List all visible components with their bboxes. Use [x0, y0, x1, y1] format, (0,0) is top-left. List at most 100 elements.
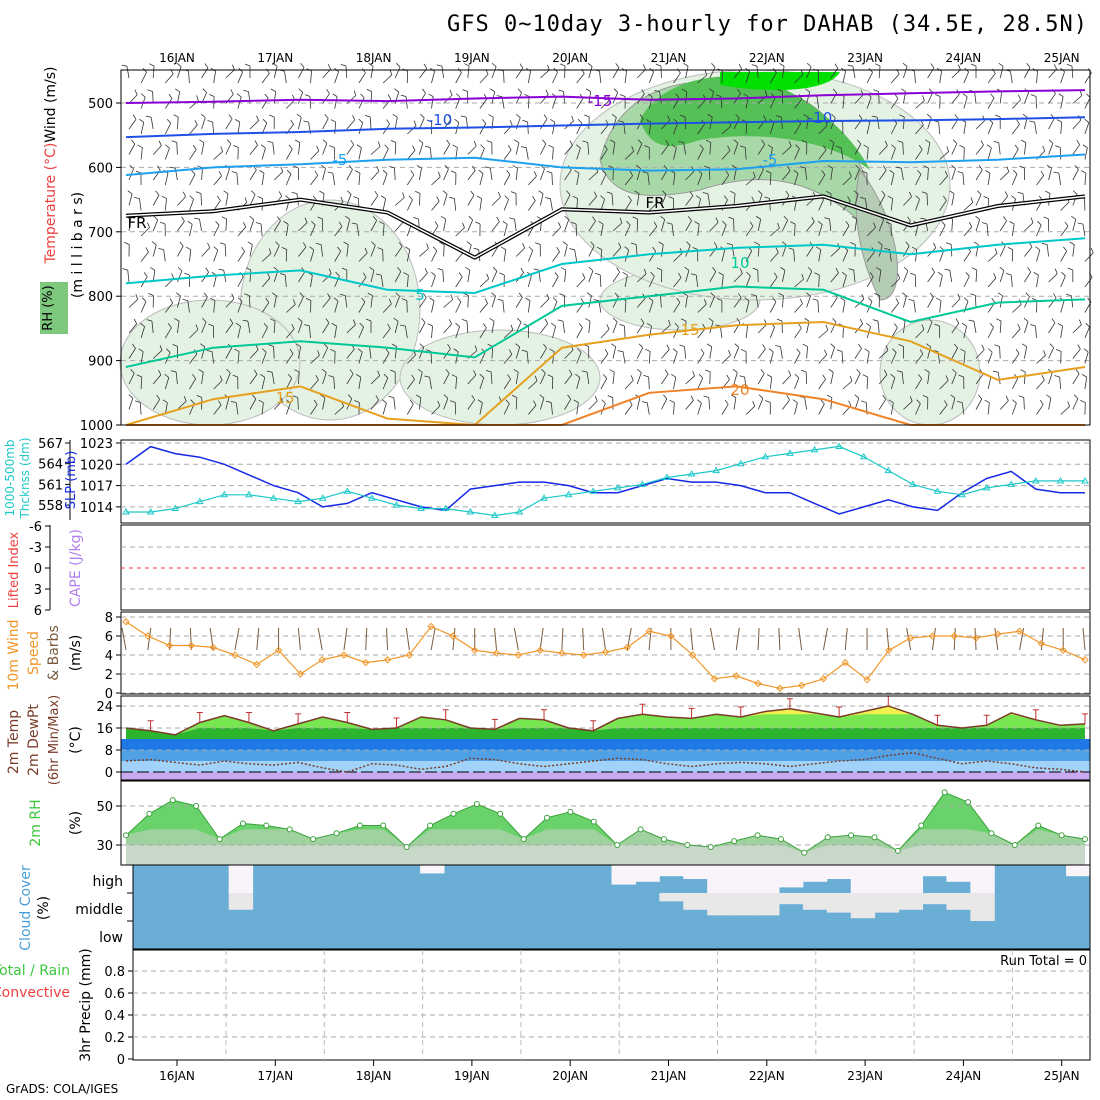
wind-barb-flag: [229, 318, 234, 324]
wind-barb-staff: [514, 219, 517, 232]
wind-barb-flag: [874, 293, 880, 296]
wind-barb: [467, 215, 474, 232]
wind-barb: [757, 344, 766, 359]
wind-speed-marker: [601, 648, 610, 656]
wind-barb-flag: [939, 246, 945, 251]
wind-barb: [230, 400, 239, 415]
wind-barb: [950, 394, 956, 410]
wind-barb: [201, 317, 207, 334]
wind-barb: [1072, 90, 1083, 104]
wind-barb: [370, 395, 379, 410]
wind-barb: [794, 348, 801, 364]
wind-barb-staff: [152, 219, 159, 232]
wind-barb-staff: [963, 226, 973, 237]
wind-barb-staff: [866, 147, 869, 160]
wind-barb-staff: [745, 326, 748, 339]
wind-barb-staff: [419, 117, 425, 130]
wind-barb-flag: [631, 146, 635, 152]
wind-barb-flag: [766, 374, 772, 378]
wind-barb-staff: [661, 219, 666, 232]
wind-barb-flag: [828, 368, 834, 373]
wind-barb-staff: [866, 227, 876, 237]
thickness-marker: [269, 494, 278, 501]
wind-barb-staff: [661, 349, 670, 359]
wind-barb-flag: [630, 242, 637, 245]
wind-barb-flag: [171, 273, 175, 279]
wind-barb-staff: [574, 249, 578, 262]
wind-barb: [709, 88, 715, 104]
wind-barb-staff: [177, 245, 184, 257]
wind-barb-flag: [507, 374, 511, 380]
wind-barb-flag: [135, 400, 141, 403]
wind-barb-staff: [939, 404, 948, 415]
wind-barb-staff: [346, 348, 355, 359]
wind-barb-flag: [340, 196, 344, 203]
rh-marker: [567, 808, 574, 815]
wind-barb: [993, 140, 1001, 155]
wind-barb-flag: [181, 216, 185, 222]
wind-barb-flag: [547, 374, 553, 378]
wind-barb: [134, 196, 142, 211]
wind-barb-staff: [987, 173, 991, 186]
wind-barb-flag: [486, 273, 490, 279]
wind-speed-marker: [906, 634, 915, 642]
wind-barb: [177, 241, 184, 257]
wind-barb-flag: [995, 114, 1001, 118]
wind-barb: [1046, 394, 1052, 410]
wind-barb-staff: [661, 244, 664, 257]
wind-barb-staff: [466, 321, 469, 334]
wind-barb: [465, 267, 471, 283]
wind-barb-flag: [398, 241, 403, 247]
thickness-marker: [589, 487, 598, 494]
wind-barb-flag: [305, 297, 312, 301]
wind-barb-staff: [806, 346, 809, 359]
wind-barb-staff: [356, 224, 360, 237]
wind-barb: [147, 89, 154, 104]
wind-barb-staff: [467, 270, 471, 283]
wind-barb: [595, 272, 602, 288]
wind-barb: [1011, 169, 1018, 186]
wind-barb-flag: [687, 216, 692, 221]
wind-barb: [298, 292, 304, 308]
wind-barb-flag: [375, 273, 382, 276]
wind-barb-staff: [987, 402, 990, 415]
rh-marker: [707, 843, 714, 850]
temp-band-lightblue: [121, 761, 1090, 772]
wind-barb: [198, 369, 204, 385]
wind-barb-flag: [270, 88, 276, 92]
wind-barb-flag: [184, 272, 190, 276]
wind-barb-staff: [624, 379, 634, 390]
wind-barb-flag: [1075, 369, 1080, 375]
thickness-marker: [417, 504, 425, 512]
wind-barb-flag: [522, 119, 528, 123]
wind-barb-staff: [975, 349, 985, 359]
wind-barb-flag: [715, 217, 719, 223]
wind-barb-staff: [503, 378, 511, 390]
wind-barb-staff: [853, 270, 856, 283]
wind-barb-staff: [673, 147, 677, 160]
wind-barb-staff: [298, 321, 303, 334]
wind-speed-marker: [623, 643, 632, 652]
rh-marker: [777, 836, 784, 843]
wind-barb-flag: [262, 118, 268, 124]
wind-barb-flag: [412, 145, 416, 151]
wind-barb-flag: [377, 370, 381, 376]
wind-barb-staff: [1036, 249, 1041, 262]
wind-barb-staff: [636, 193, 640, 206]
wind-barb: [806, 292, 811, 308]
wind-barb-flag: [751, 196, 755, 202]
wind-barb: [310, 350, 320, 364]
wind-barb: [213, 146, 223, 160]
wind-barb-flag: [896, 370, 903, 373]
wind-barb: [611, 113, 617, 130]
wind-barb-flag: [613, 88, 618, 93]
wind-barb-staff: [298, 117, 302, 130]
wind-barb: [140, 322, 145, 339]
wind-barb-flag: [554, 272, 559, 277]
wind-barb: [310, 399, 318, 415]
wind-barb: [951, 318, 960, 334]
wind-barb-staff: [370, 295, 373, 308]
wind-barb-flag: [594, 395, 598, 402]
wind-barb-flag: [596, 246, 602, 250]
wind-barb-staff: [999, 321, 1002, 334]
